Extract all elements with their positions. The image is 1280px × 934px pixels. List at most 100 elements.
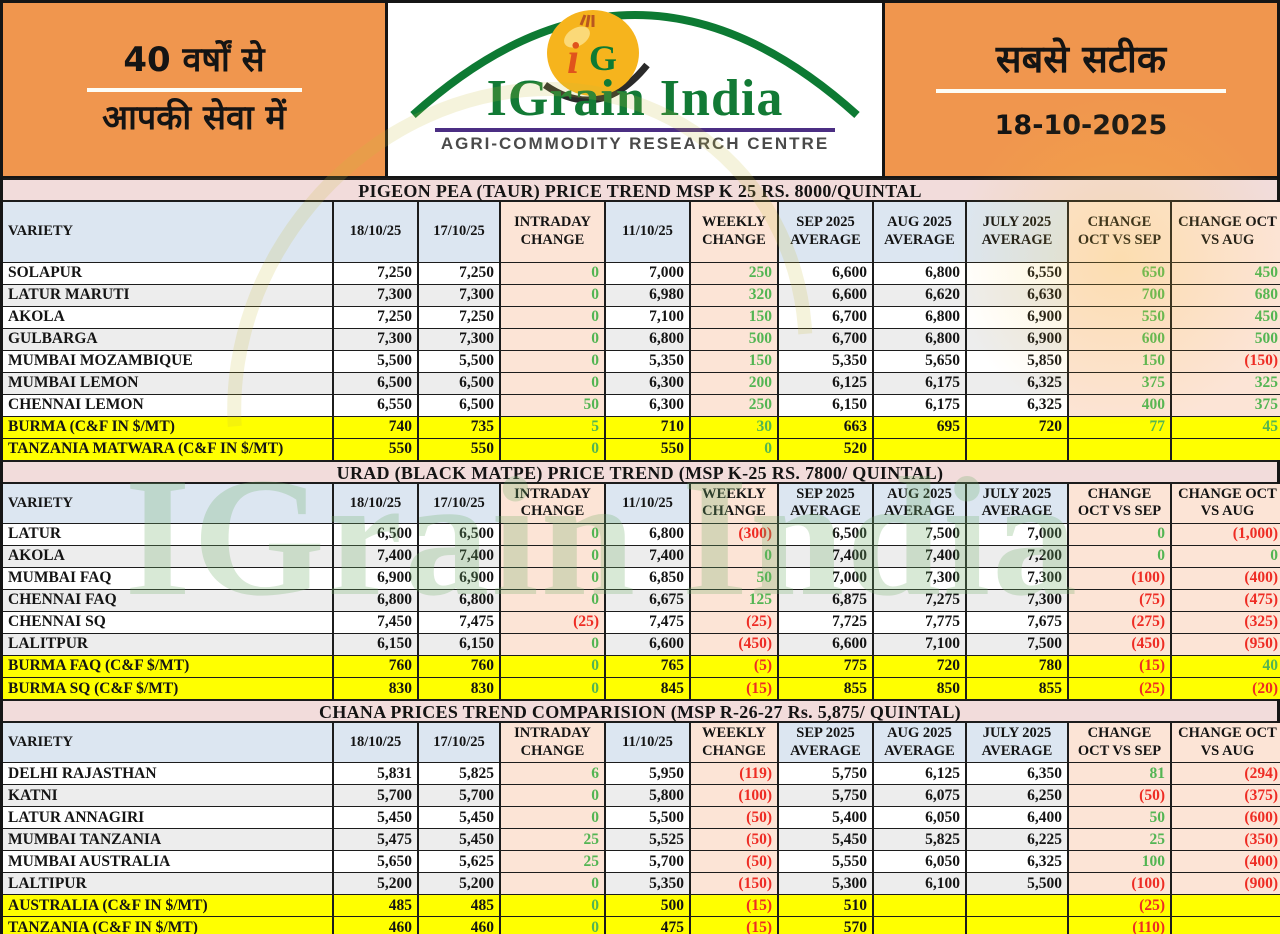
price-grid: VARIETY 18/10/25 17/10/25 INTRADAY CHANGE 11… [3, 202, 1280, 460]
value-cell [1170, 437, 1280, 460]
value-cell: 6,100 [872, 872, 966, 895]
value-cell: 6,325 [965, 393, 1068, 416]
table-row: CHENNAI SQ 7,450 7,475 (25) 7,475 (25) 7,725 7,… [3, 610, 1280, 634]
value-cell: 6,500 [332, 522, 418, 546]
value-cell: 500 [1170, 327, 1280, 350]
header-row: VARIETY 18/10/25 17/10/25 INTRADAY CHANGE 11… [3, 723, 1280, 764]
value-cell: 5,525 [604, 828, 690, 851]
column-header: 18/10/25 [332, 202, 418, 263]
value-cell: 6,800 [604, 327, 690, 350]
column-header: CHANGE OCT VS SEP [1067, 723, 1171, 764]
value-cell: 6,125 [872, 762, 966, 785]
value-cell: 6,800 [332, 588, 418, 612]
value-cell: 7,250 [332, 261, 418, 284]
value-cell: 250 [689, 261, 778, 284]
value-cell: 0 [499, 371, 605, 394]
table-row: MUMBAI LEMON 6,500 6,500 0 6,300 200 6,125 6,17… [3, 371, 1280, 394]
variety-cell: BURMA FAQ (C&F $/MT) [3, 654, 333, 678]
value-cell: 5,800 [604, 784, 690, 807]
table-row: BURMA (C&F IN $/MT) 740 735 5 710 30 663 695 720… [3, 415, 1280, 438]
value-cell: 510 [777, 894, 873, 917]
value-cell: 5,825 [872, 828, 966, 851]
column-header: CHANGE OCT VS SEP [1067, 484, 1171, 524]
price-grid: VARIETY 18/10/25 17/10/25 INTRADAY CHANGE 11… [3, 723, 1280, 934]
value-cell: 7,775 [872, 610, 966, 634]
value-cell: 6,250 [965, 784, 1068, 807]
variety-cell: LATUR [3, 522, 333, 546]
value-cell: 0 [689, 544, 778, 568]
value-cell: 5,700 [417, 784, 500, 807]
variety-cell: TANZANIA (C&F IN $/MT) [3, 916, 333, 934]
value-cell: 6,500 [417, 371, 500, 394]
banner-left-tagline: 40 वर्षों से आपकी सेवा में [3, 3, 385, 176]
value-cell: (110) [1067, 916, 1171, 934]
value-cell: 5,500 [417, 349, 500, 372]
column-header: JULY 2025 AVERAGE [965, 723, 1068, 764]
table-row: MUMBAI FAQ 6,900 6,900 0 6,850 50 7,000 7,300 7,… [3, 566, 1280, 590]
value-cell: 5,300 [777, 872, 873, 895]
value-cell: 700 [1067, 283, 1171, 306]
column-header: SEP 2025 AVERAGE [777, 723, 873, 764]
value-cell: 6,150 [777, 393, 873, 416]
value-cell: 7,275 [872, 588, 966, 612]
value-cell: 7,300 [417, 283, 500, 306]
header-row: VARIETY 18/10/25 17/10/25 INTRADAY CHANGE 11… [3, 202, 1280, 263]
value-cell: (119) [689, 762, 778, 785]
value-cell: 50 [499, 393, 605, 416]
table-row: MUMBAI AUSTRALIA 5,650 5,625 25 5,700 (50) 5,5… [3, 850, 1280, 873]
value-cell: 460 [417, 916, 500, 934]
variety-cell: LALTIPUR [3, 872, 333, 895]
value-cell: 0 [499, 283, 605, 306]
table-row: KATNI 5,700 5,700 0 5,800 (100) 5,750 6,075 6,25… [3, 784, 1280, 807]
value-cell: (15) [689, 894, 778, 917]
value-cell: 320 [689, 283, 778, 306]
value-cell [1170, 916, 1280, 934]
variety-cell: BURMA (C&F IN $/MT) [3, 415, 333, 438]
variety-cell: CHENNAI FAQ [3, 588, 333, 612]
value-cell: (450) [1067, 632, 1171, 656]
column-header: INTRADAY CHANGE [499, 723, 605, 764]
value-cell: 6,225 [965, 828, 1068, 851]
value-cell: 0 [499, 654, 605, 678]
value-cell: (15) [689, 676, 778, 700]
value-cell: 5,850 [965, 349, 1068, 372]
column-header: INTRADAY CHANGE [499, 202, 605, 263]
value-cell: (600) [1170, 806, 1280, 829]
value-cell: 0 [499, 916, 605, 934]
table-row: MUMBAI MOZAMBIQUE 5,500 5,500 0 5,350 150 5,35… [3, 349, 1280, 372]
value-cell: 550 [417, 437, 500, 460]
value-cell: (50) [689, 828, 778, 851]
value-cell: 6,900 [965, 305, 1068, 328]
value-cell: 450 [1170, 261, 1280, 284]
variety-cell: AUSTRALIA (C&F IN $/MT) [3, 894, 333, 917]
value-cell: 845 [604, 676, 690, 700]
value-cell [965, 437, 1068, 460]
value-cell: 81 [1067, 762, 1171, 785]
value-cell: 6,800 [872, 261, 966, 284]
value-cell: 7,400 [417, 544, 500, 568]
value-cell: 7,300 [417, 327, 500, 350]
table-title: URAD (BLACK MATPE) PRICE TREND (MSP K-25… [3, 460, 1277, 484]
value-cell: 7,000 [965, 522, 1068, 546]
value-cell: 5,450 [417, 828, 500, 851]
variety-cell: CHENNAI SQ [3, 610, 333, 634]
value-cell: 45 [1170, 415, 1280, 438]
tagline-divider [86, 87, 302, 92]
column-header: INTRADAY CHANGE [499, 484, 605, 524]
value-cell: 0 [499, 305, 605, 328]
variety-cell: AKOLA [3, 544, 333, 568]
value-cell: 5,750 [777, 762, 873, 785]
variety-cell: SOLAPUR [3, 261, 333, 284]
variety-cell: MUMBAI TANZANIA [3, 828, 333, 851]
price-table: URAD (BLACK MATPE) PRICE TREND (MSP K-25… [3, 460, 1280, 700]
value-cell: 7,475 [604, 610, 690, 634]
value-cell: 7,100 [604, 305, 690, 328]
value-cell: 0 [1067, 522, 1171, 546]
value-cell: 6,980 [604, 283, 690, 306]
value-cell: 6,900 [332, 566, 418, 590]
column-header: 18/10/25 [332, 484, 418, 524]
value-cell: 7,300 [872, 566, 966, 590]
value-cell [965, 894, 1068, 917]
value-cell: 7,675 [965, 610, 1068, 634]
variety-cell: TANZANIA MATWARA (C&F IN $/MT) [3, 437, 333, 460]
